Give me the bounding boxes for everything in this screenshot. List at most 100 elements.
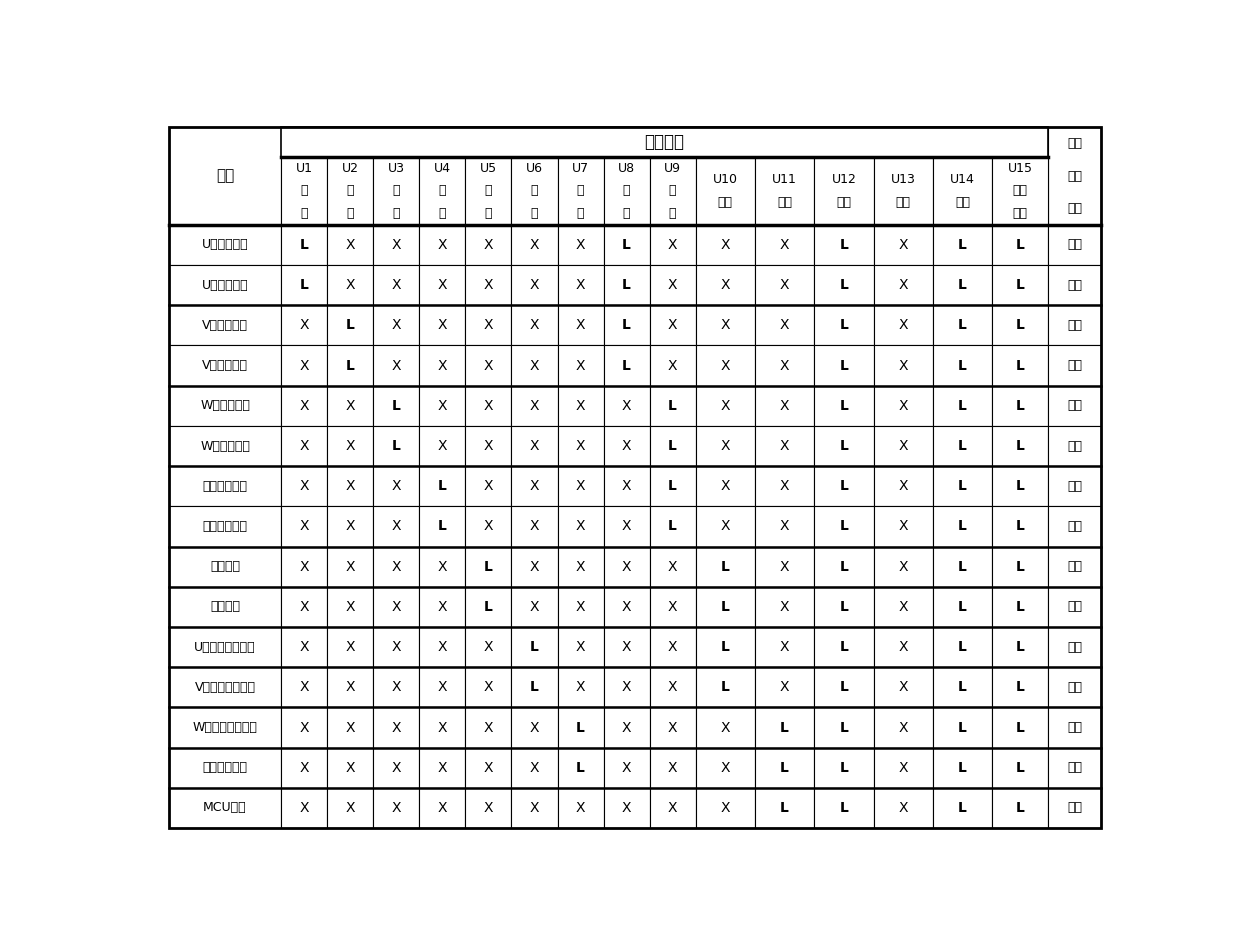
Bar bbox=[755, 708, 814, 747]
Bar bbox=[814, 466, 873, 506]
Bar bbox=[373, 386, 419, 426]
Bar bbox=[512, 708, 558, 747]
Text: X: X bbox=[721, 319, 730, 332]
Text: L: L bbox=[1016, 480, 1025, 493]
Bar bbox=[1048, 506, 1101, 547]
Text: X: X bbox=[779, 439, 789, 453]
Bar bbox=[512, 265, 558, 306]
Text: X: X bbox=[483, 480, 493, 493]
Bar bbox=[512, 345, 558, 386]
Bar bbox=[558, 627, 603, 667]
Bar bbox=[992, 506, 1048, 547]
Bar bbox=[373, 225, 419, 265]
Bar bbox=[695, 426, 755, 466]
Bar bbox=[695, 306, 755, 345]
Text: L: L bbox=[958, 519, 966, 534]
Text: 输: 输 bbox=[577, 184, 585, 198]
Bar bbox=[873, 265, 933, 306]
Bar bbox=[933, 345, 992, 386]
Bar bbox=[992, 587, 1048, 627]
Text: U相功率器件过温: U相功率器件过温 bbox=[195, 640, 256, 654]
Bar bbox=[373, 788, 419, 828]
Bar bbox=[558, 788, 603, 828]
Bar bbox=[992, 426, 1048, 466]
Text: X: X bbox=[392, 801, 401, 815]
Bar bbox=[373, 627, 419, 667]
Bar bbox=[873, 386, 933, 426]
Bar bbox=[169, 466, 281, 506]
Bar bbox=[558, 386, 603, 426]
Bar bbox=[512, 426, 558, 466]
Bar bbox=[281, 225, 327, 265]
Bar bbox=[603, 345, 649, 386]
Bar bbox=[814, 747, 873, 788]
Text: 停转: 停转 bbox=[1067, 762, 1082, 774]
Bar bbox=[814, 345, 873, 386]
Bar bbox=[419, 306, 466, 345]
Bar bbox=[992, 788, 1048, 828]
Text: 使能: 使能 bbox=[1012, 184, 1027, 198]
Text: X: X bbox=[721, 761, 730, 775]
Text: L: L bbox=[840, 519, 849, 534]
Bar bbox=[558, 547, 603, 587]
Bar bbox=[169, 426, 281, 466]
Bar bbox=[419, 225, 466, 265]
Text: X: X bbox=[721, 519, 730, 534]
Text: X: X bbox=[300, 560, 309, 573]
Text: L: L bbox=[622, 238, 631, 252]
Bar bbox=[873, 788, 933, 828]
Text: L: L bbox=[721, 680, 730, 694]
Bar bbox=[695, 386, 755, 426]
Text: U3: U3 bbox=[388, 162, 405, 175]
Bar bbox=[695, 788, 755, 828]
Text: X: X bbox=[392, 761, 401, 775]
Bar bbox=[512, 667, 558, 708]
Bar bbox=[281, 547, 327, 587]
Text: X: X bbox=[779, 278, 789, 292]
Text: U7: U7 bbox=[572, 162, 589, 175]
Bar bbox=[373, 466, 419, 506]
Text: L: L bbox=[840, 439, 849, 453]
Text: U10: U10 bbox=[712, 173, 737, 186]
Bar bbox=[649, 306, 695, 345]
Bar bbox=[169, 667, 281, 708]
Text: 电机: 电机 bbox=[1067, 137, 1082, 150]
Text: 输出: 输出 bbox=[896, 196, 911, 209]
Bar bbox=[873, 306, 933, 345]
Text: L: L bbox=[958, 319, 966, 332]
Text: X: X bbox=[346, 640, 356, 654]
Text: 出: 出 bbox=[347, 207, 354, 220]
Bar bbox=[992, 345, 1048, 386]
Bar bbox=[603, 426, 649, 466]
Text: X: X bbox=[483, 761, 493, 775]
Bar bbox=[649, 747, 695, 788]
Bar bbox=[873, 667, 933, 708]
Text: L: L bbox=[1016, 399, 1025, 412]
Text: 停转: 停转 bbox=[1067, 801, 1082, 815]
Text: X: X bbox=[576, 278, 585, 292]
Text: X: X bbox=[392, 640, 401, 654]
Bar bbox=[281, 667, 327, 708]
Text: X: X bbox=[530, 801, 539, 815]
Bar bbox=[603, 587, 649, 627]
Text: X: X bbox=[530, 238, 539, 252]
Bar bbox=[373, 506, 419, 547]
Text: X: X bbox=[622, 560, 632, 573]
Bar bbox=[649, 225, 695, 265]
Bar bbox=[466, 747, 512, 788]
Bar bbox=[933, 587, 992, 627]
Bar bbox=[992, 627, 1048, 667]
Bar bbox=[695, 667, 755, 708]
Bar bbox=[558, 747, 603, 788]
Text: X: X bbox=[576, 238, 585, 252]
Text: X: X bbox=[622, 480, 632, 493]
Text: 输出: 输出 bbox=[836, 196, 851, 209]
Text: X: X bbox=[300, 359, 309, 373]
Bar bbox=[512, 747, 558, 788]
Bar bbox=[695, 157, 755, 225]
Text: L: L bbox=[576, 721, 585, 734]
Text: X: X bbox=[300, 519, 309, 534]
Text: X: X bbox=[898, 278, 908, 292]
Text: X: X bbox=[898, 801, 908, 815]
Bar bbox=[695, 627, 755, 667]
